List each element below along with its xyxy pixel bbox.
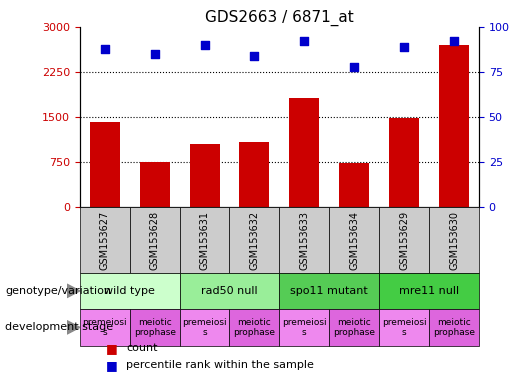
Text: premeiosi
s: premeiosi s (82, 318, 127, 337)
Bar (180, 309, 230, 346)
Bar (329, 309, 379, 346)
Bar (190, 144, 219, 207)
Point (350, 63, 358, 70)
Polygon shape (67, 284, 80, 298)
Bar (329, 207, 379, 273)
Point (300, 38, 308, 45)
Bar (130, 207, 180, 273)
Bar (279, 309, 329, 346)
Text: ■: ■ (106, 359, 117, 372)
Title: GDS2663 / 6871_at: GDS2663 / 6871_at (205, 9, 354, 25)
Bar (379, 207, 429, 273)
Text: GSM153633: GSM153633 (299, 210, 310, 270)
Text: meiotic
prophase: meiotic prophase (134, 318, 176, 337)
Bar (80, 273, 180, 309)
Text: GSM153634: GSM153634 (349, 210, 359, 270)
Text: genotype/variation: genotype/variation (5, 286, 111, 296)
Point (200, 42, 209, 48)
Text: spo11 mutant: spo11 mutant (290, 286, 368, 296)
Bar (230, 309, 279, 346)
Bar (279, 273, 379, 309)
Polygon shape (67, 321, 80, 334)
Text: ■: ■ (106, 342, 117, 354)
Bar (429, 309, 479, 346)
Bar (180, 273, 279, 309)
Bar (230, 207, 279, 273)
Bar (80, 309, 130, 346)
Point (450, 38, 458, 45)
Bar (80, 207, 130, 273)
Text: GSM153629: GSM153629 (399, 210, 409, 270)
Bar (339, 164, 369, 207)
Text: GSM153632: GSM153632 (249, 210, 260, 270)
Bar (429, 207, 479, 273)
Point (150, 51, 159, 57)
Bar (289, 98, 319, 207)
Bar (90, 122, 119, 207)
Text: mre11 null: mre11 null (399, 286, 459, 296)
Bar (439, 45, 469, 207)
Point (250, 53, 259, 59)
Bar (239, 142, 269, 207)
Text: wild type: wild type (104, 286, 155, 296)
Text: development stage: development stage (5, 322, 113, 333)
Text: percentile rank within the sample: percentile rank within the sample (126, 360, 314, 371)
Text: GSM153627: GSM153627 (100, 210, 110, 270)
Bar (279, 207, 329, 273)
Text: GSM153628: GSM153628 (150, 210, 160, 270)
Text: premeiosi
s: premeiosi s (382, 318, 426, 337)
Bar (379, 273, 479, 309)
Text: meiotic
prophase: meiotic prophase (333, 318, 375, 337)
Bar (180, 207, 230, 273)
Text: meiotic
prophase: meiotic prophase (433, 318, 475, 337)
Bar (389, 118, 419, 207)
Bar (130, 309, 180, 346)
Point (400, 44, 408, 50)
Text: count: count (126, 343, 158, 353)
Text: GSM153630: GSM153630 (449, 210, 459, 270)
Bar (379, 309, 429, 346)
Text: meiotic
prophase: meiotic prophase (233, 318, 276, 337)
Text: rad50 null: rad50 null (201, 286, 258, 296)
Bar (140, 162, 169, 207)
Text: GSM153631: GSM153631 (199, 210, 210, 270)
Text: premeiosi
s: premeiosi s (282, 318, 327, 337)
Point (100, 45, 109, 51)
Text: premeiosi
s: premeiosi s (182, 318, 227, 337)
